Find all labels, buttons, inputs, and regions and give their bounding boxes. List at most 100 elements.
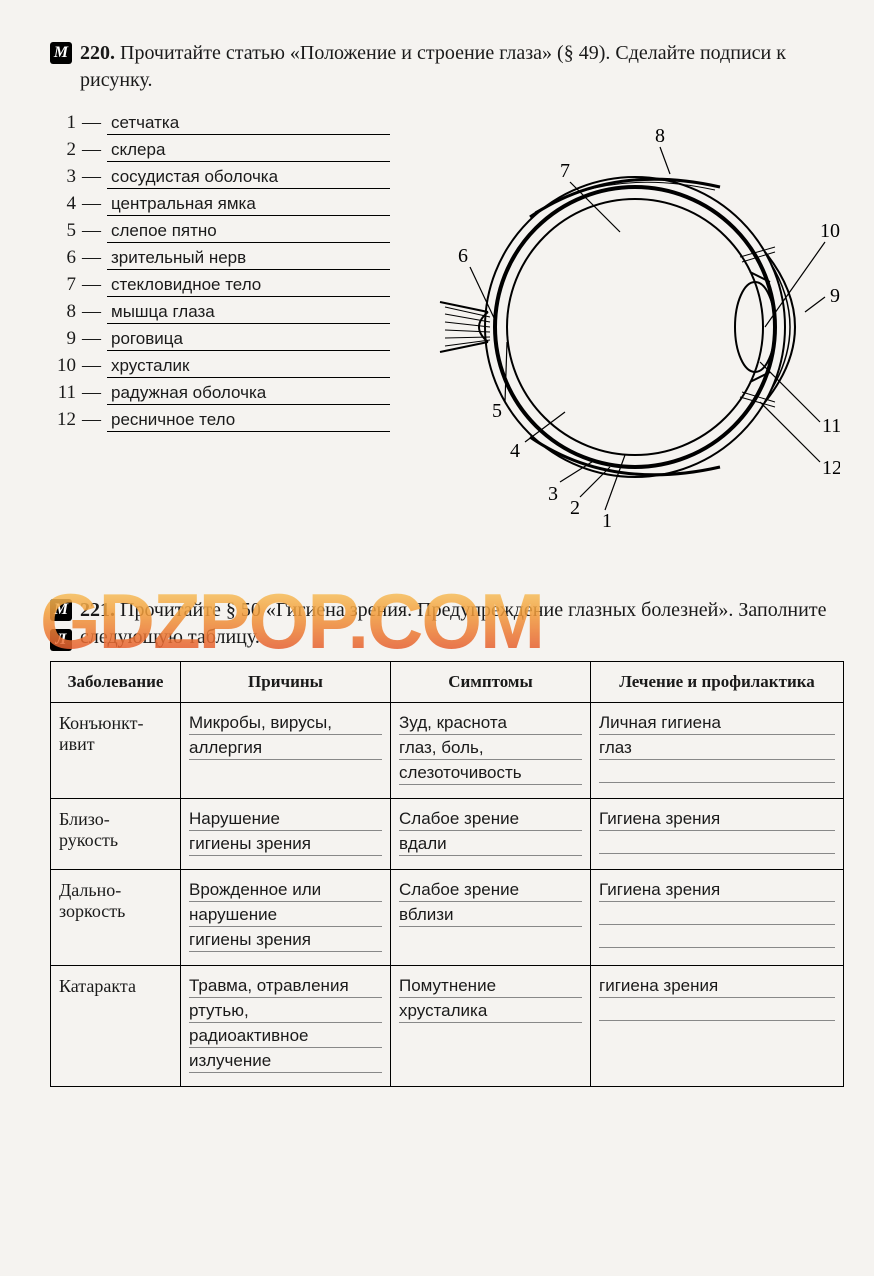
disease-table: Заболевание Причины Симптомы Лечение и п… [50, 661, 844, 1087]
task-221-header: М Л 221. Прочитайте § 50 «Гигиена зрения… [50, 597, 844, 651]
list-item: 10—хрусталик [50, 355, 390, 378]
list-item: 7—стекловидное тело [50, 274, 390, 297]
answer-line: радиоактивное [189, 1026, 382, 1048]
answer-line: глаз, боль, [399, 738, 582, 760]
answer-line: слезоточивость [399, 763, 582, 785]
symptom-cell: Зуд, краснота глаз, боль, слезоточивость [391, 703, 591, 799]
answer-line: Травма, отравления [189, 976, 382, 998]
list-item: 9—роговица [50, 328, 390, 351]
task-221-text: 221. Прочитайте § 50 «Гигиена зрения. Пр… [80, 597, 844, 651]
callout-12: 12 [822, 457, 840, 479]
list-item: 12—ресничное тело [50, 409, 390, 432]
eye-svg: 1 2 3 4 5 6 7 8 9 10 11 12 [410, 112, 840, 532]
callout-2: 2 [570, 497, 580, 519]
answer-line: Личная гигиена [599, 713, 835, 735]
disease-name: Близо-рукость [51, 799, 181, 870]
list-item: 5—слепое пятно [50, 220, 390, 243]
label-answer: радужная оболочка [107, 383, 390, 405]
answer-line [599, 1001, 835, 1021]
col-cause: Причины [181, 662, 391, 703]
answer-line: ртутью, [189, 1001, 382, 1023]
answer-line [599, 905, 835, 925]
callout-3: 3 [548, 483, 558, 505]
col-disease: Заболевание [51, 662, 181, 703]
marker-m-icon: М [50, 599, 72, 621]
answer-line: гигиены зрения [189, 834, 382, 856]
label-answer: сетчатка [107, 113, 390, 135]
list-item: 11—радужная оболочка [50, 382, 390, 405]
symptom-cell: Слабое зрениевблизи [391, 870, 591, 966]
disease-name: Катаракта [51, 966, 181, 1087]
table-header-row: Заболевание Причины Симптомы Лечение и п… [51, 662, 844, 703]
task-221-number: 221. [80, 599, 115, 621]
label-answer: центральная ямка [107, 194, 390, 216]
col-treatment: Лечение и профилактика [591, 662, 844, 703]
label-answer: ресничное тело [107, 410, 390, 432]
treat-cell: Гигиена зрения [591, 799, 844, 870]
cause-cell: Врожденное или нарушение гигиены зрения [181, 870, 391, 966]
answer-line [599, 928, 835, 948]
label-answer: роговица [107, 329, 390, 351]
label-answer: слепое пятно [107, 221, 390, 243]
callout-4: 4 [510, 440, 520, 462]
callout-8: 8 [655, 125, 665, 147]
label-answer: мышца глаза [107, 302, 390, 324]
callout-6: 6 [458, 245, 468, 267]
task-220-number: 220. [80, 42, 115, 64]
list-item: 8—мышца глаза [50, 301, 390, 324]
label-answer: стекловидное тело [107, 275, 390, 297]
eye-labels-list: 1—сетчатка 2—склера 3—сосудистая оболочк… [50, 112, 390, 436]
symptom-cell: Слабое зрение вдали [391, 799, 591, 870]
symptom-cell: Помутнение хрусталика [391, 966, 591, 1087]
col-symptoms: Симптомы [391, 662, 591, 703]
task-220-content: 1—сетчатка 2—склера 3—сосудистая оболочк… [50, 112, 844, 537]
label-answer: склера [107, 140, 390, 162]
disease-name: Конъюнкт-ивит [51, 703, 181, 799]
treat-cell: Гигиена зрения [591, 870, 844, 966]
markers-column: М Л [50, 597, 72, 651]
task-220: М 220. Прочитайте статью «Положение и ст… [50, 40, 844, 537]
answer-line: Гигиена зрения [599, 880, 835, 902]
eye-diagram: 1 2 3 4 5 6 7 8 9 10 11 12 [410, 112, 844, 537]
label-answer: зрительный нерв [107, 248, 390, 270]
list-item: 4—центральная ямка [50, 193, 390, 216]
cause-cell: Травма, отравления ртутью, радиоактивное из… [181, 966, 391, 1087]
treat-cell: гигиена зрения [591, 966, 844, 1087]
answer-line: глаз [599, 738, 835, 760]
callout-1: 1 [602, 510, 612, 532]
list-item: 3—сосудистая оболочка [50, 166, 390, 189]
answer-line: гигиена зрения [599, 976, 835, 998]
answer-line: Помутнение [399, 976, 582, 998]
marker-l-icon: Л [50, 629, 72, 651]
task-221: М Л 221. Прочитайте § 50 «Гигиена зрения… [50, 597, 844, 1087]
table-row: Близо-рукостьНарушениегигиены зренияСлаб… [51, 799, 844, 870]
answer-line: Зуд, краснота [399, 713, 582, 735]
table-row: Катаракта Травма, отравления ртутью, радиоа… [51, 966, 844, 1087]
table-row: Конъюнкт-ивитМикробы, вирусы,аллергияЗуд… [51, 703, 844, 799]
answer-line: Гигиена зрения [599, 809, 835, 831]
answer-line: хрусталика [399, 1001, 582, 1023]
answer-line [599, 834, 835, 854]
callout-10: 10 [820, 220, 840, 242]
answer-line: излучение [189, 1051, 382, 1073]
callout-5: 5 [492, 400, 502, 422]
answer-line: Врожденное или [189, 880, 382, 902]
label-answer: хрусталик [107, 356, 390, 378]
task-220-header: М 220. Прочитайте статью «Положение и ст… [50, 40, 844, 94]
answer-line [599, 763, 835, 783]
cause-cell: Нарушениегигиены зрения [181, 799, 391, 870]
callout-7: 7 [560, 160, 570, 182]
answer-line: нарушение [189, 905, 382, 927]
list-item: 1—сетчатка [50, 112, 390, 135]
list-item: 2—склера [50, 139, 390, 162]
answer-line: вблизи [399, 905, 582, 927]
callout-9: 9 [830, 285, 840, 307]
answer-line: гигиены зрения [189, 930, 382, 952]
label-answer: сосудистая оболочка [107, 167, 390, 189]
answer-line: вдали [399, 834, 582, 856]
disease-name: Дально-зоркость [51, 870, 181, 966]
answer-line: Слабое зрение [399, 809, 582, 831]
task-221-body: Прочитайте § 50 «Гигиена зрения. Предупр… [80, 599, 826, 648]
answer-line: аллергия [189, 738, 382, 760]
cause-cell: Микробы, вирусы,аллергия [181, 703, 391, 799]
